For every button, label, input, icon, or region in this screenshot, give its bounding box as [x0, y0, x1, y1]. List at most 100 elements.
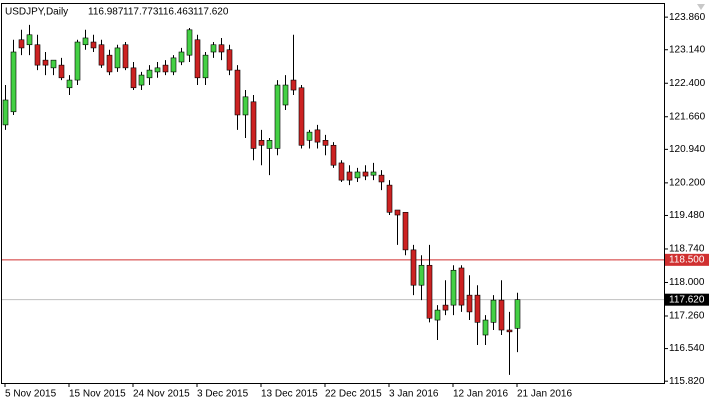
x-tick-label: 3 Jan 2016 [389, 389, 439, 400]
y-tick-label: 118.740 [669, 244, 705, 255]
candle-body [362, 171, 369, 177]
candle-body [114, 47, 121, 69]
candle-body [394, 209, 401, 216]
candle-body [178, 51, 185, 63]
candle-body [370, 171, 377, 176]
candle-body [66, 79, 73, 89]
x-tick-label: 12 Jan 2016 [453, 389, 508, 400]
candle-body [306, 131, 313, 141]
candles [2, 24, 521, 375]
candle-body [514, 299, 521, 329]
header-price: 117.773 [123, 7, 159, 18]
header-price: 116.987 [88, 7, 124, 18]
candle-body [162, 64, 169, 73]
candle-body [34, 44, 41, 66]
candle-body [450, 269, 457, 306]
candle-body [194, 39, 201, 79]
candle-body [338, 162, 345, 181]
candle-body [418, 264, 425, 286]
candle-body [50, 59, 57, 69]
candle-body [242, 96, 249, 116]
candle-body [290, 79, 297, 91]
price-label: 118.500 [669, 254, 705, 265]
candle-body [42, 59, 49, 66]
y-tick-label: 120.940 [669, 144, 706, 155]
candle-body [322, 139, 329, 146]
candle-body [250, 101, 257, 149]
y-tick-label: 119.480 [669, 210, 705, 221]
x-tick-label: 22 Dec 2015 [325, 389, 382, 400]
candle-body [354, 171, 361, 179]
plot-frame [1, 3, 665, 384]
y-tick-label: 123.140 [669, 44, 706, 55]
candle-body [346, 171, 353, 181]
candle-body [386, 184, 393, 213]
candle-body [226, 49, 233, 71]
candle-body [314, 129, 321, 143]
symbol-title: USDJPY,Daily [5, 7, 68, 18]
price-label: 117.620 [669, 294, 705, 305]
candle-body [82, 37, 89, 46]
candle-body [122, 44, 129, 69]
y-tick-label: 116.540 [669, 343, 705, 354]
candle-body [138, 74, 145, 86]
x-tick-label: 5 Nov 2015 [5, 389, 57, 400]
candle-body [274, 84, 281, 149]
candle-body [234, 69, 241, 116]
candle-body [18, 39, 25, 49]
candle-body [170, 57, 177, 73]
candle-body [482, 319, 489, 336]
x-tick-label: 3 Dec 2015 [197, 389, 249, 400]
candle-body [474, 294, 481, 323]
candle-body [498, 299, 505, 331]
candle-body [106, 54, 113, 73]
y-tick-label: 123.860 [669, 12, 706, 23]
candle-body [466, 294, 473, 313]
candle-body [402, 211, 409, 251]
candle-body [2, 99, 9, 126]
x-tick-label: 24 Nov 2015 [133, 389, 190, 400]
candle-body [26, 34, 33, 46]
candle-body [258, 139, 265, 146]
candle-body [210, 44, 217, 53]
candle-body [442, 304, 449, 311]
candle-body [146, 69, 153, 79]
candle-body [282, 84, 289, 106]
y-tick-label: 121.660 [669, 111, 706, 122]
candle-body [130, 67, 137, 89]
y-tick-label: 115.820 [669, 376, 705, 387]
corner-marker [697, 4, 705, 10]
candle-body [74, 41, 81, 81]
y-tick-label: 118.000 [669, 277, 705, 288]
x-tick-label: 15 Nov 2015 [69, 389, 126, 400]
candle-body [266, 139, 273, 149]
hlines [2, 259, 664, 301]
candle-body [98, 44, 105, 66]
candle-body [90, 41, 97, 49]
candle-body [202, 54, 209, 79]
x-tick-label: 21 Jan 2016 [517, 389, 572, 400]
y-tick-label: 122.400 [669, 78, 706, 89]
candle-body [154, 67, 161, 73]
candle-body [506, 329, 513, 333]
candle-body [490, 299, 497, 323]
y-tick-label: 120.200 [669, 177, 706, 188]
price-label-box [665, 253, 709, 266]
candle-body [410, 249, 417, 286]
candle-body [330, 144, 337, 166]
x-tick-label: 13 Dec 2015 [261, 389, 318, 400]
header-price: 117.620 [193, 7, 229, 18]
candle-body [378, 174, 385, 183]
candle-body [298, 87, 305, 146]
candle-body [10, 51, 17, 113]
y-tick-label: 117.260 [669, 311, 705, 322]
candle-body [186, 29, 193, 56]
price-label-box [665, 293, 709, 306]
candle-body [426, 264, 433, 319]
candle-body [58, 64, 65, 79]
candle-body [458, 267, 465, 306]
header-price: 116.463 [158, 7, 194, 18]
candle-body [434, 309, 441, 321]
